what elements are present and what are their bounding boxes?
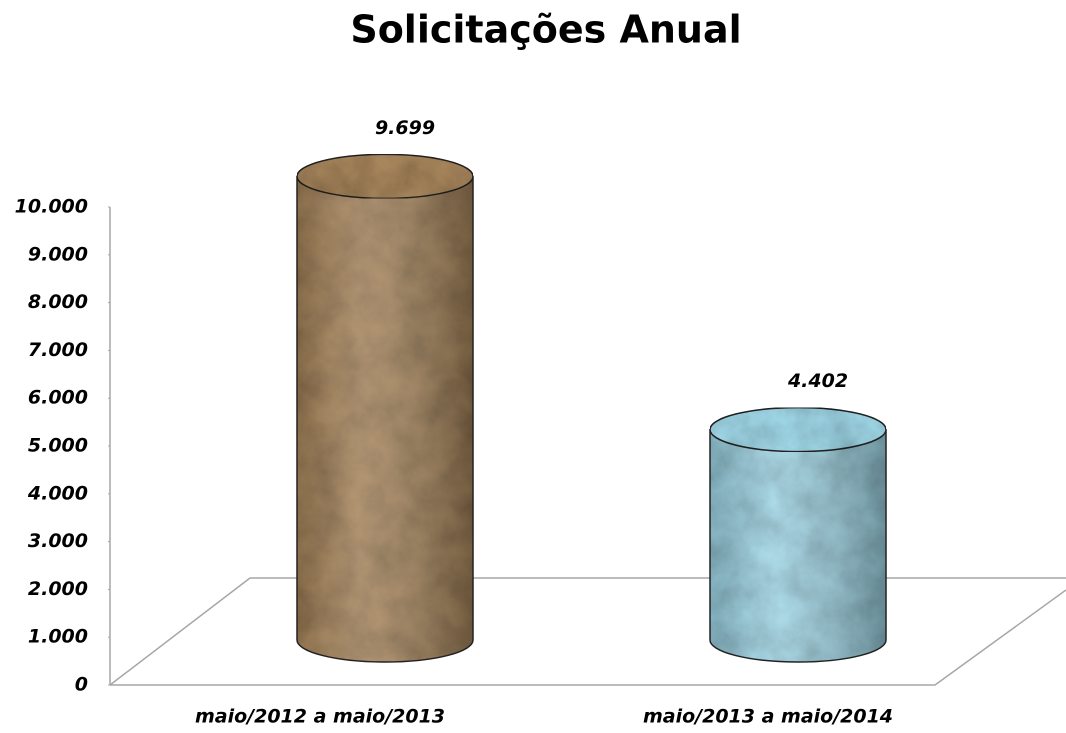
- floor: [109, 207, 1066, 686]
- cylinder-shade: [709, 428, 887, 663]
- cylinder-top: [296, 153, 474, 200]
- y-tick-label: 2.000: [28, 578, 88, 600]
- y-tick-label: 3.000: [28, 530, 88, 552]
- y-tick-label: 5.000: [28, 435, 88, 457]
- cylinder-top: [709, 406, 887, 453]
- y-tick-label: 9.000: [28, 243, 88, 265]
- x-tick-label: maio/2013 a maio/2014: [643, 706, 893, 728]
- y-tick-label: 0: [75, 674, 88, 696]
- y-tick-label: 10.000: [15, 196, 88, 218]
- y-tick-label: 8.000: [28, 291, 88, 313]
- y-tick-label: 7.000: [28, 339, 88, 361]
- value-label: 9.699: [375, 117, 435, 139]
- y-tick-label: 1.000: [28, 626, 88, 648]
- y-tick-label: 4.000: [27, 482, 88, 504]
- chart-title: Solicitações Anual: [350, 8, 741, 52]
- cylinder-shade: [296, 175, 474, 663]
- value-label: 4.402: [787, 370, 848, 392]
- y-tick-label: 6.000: [28, 387, 88, 409]
- x-tick-label: maio/2012 a maio/2013: [195, 706, 445, 728]
